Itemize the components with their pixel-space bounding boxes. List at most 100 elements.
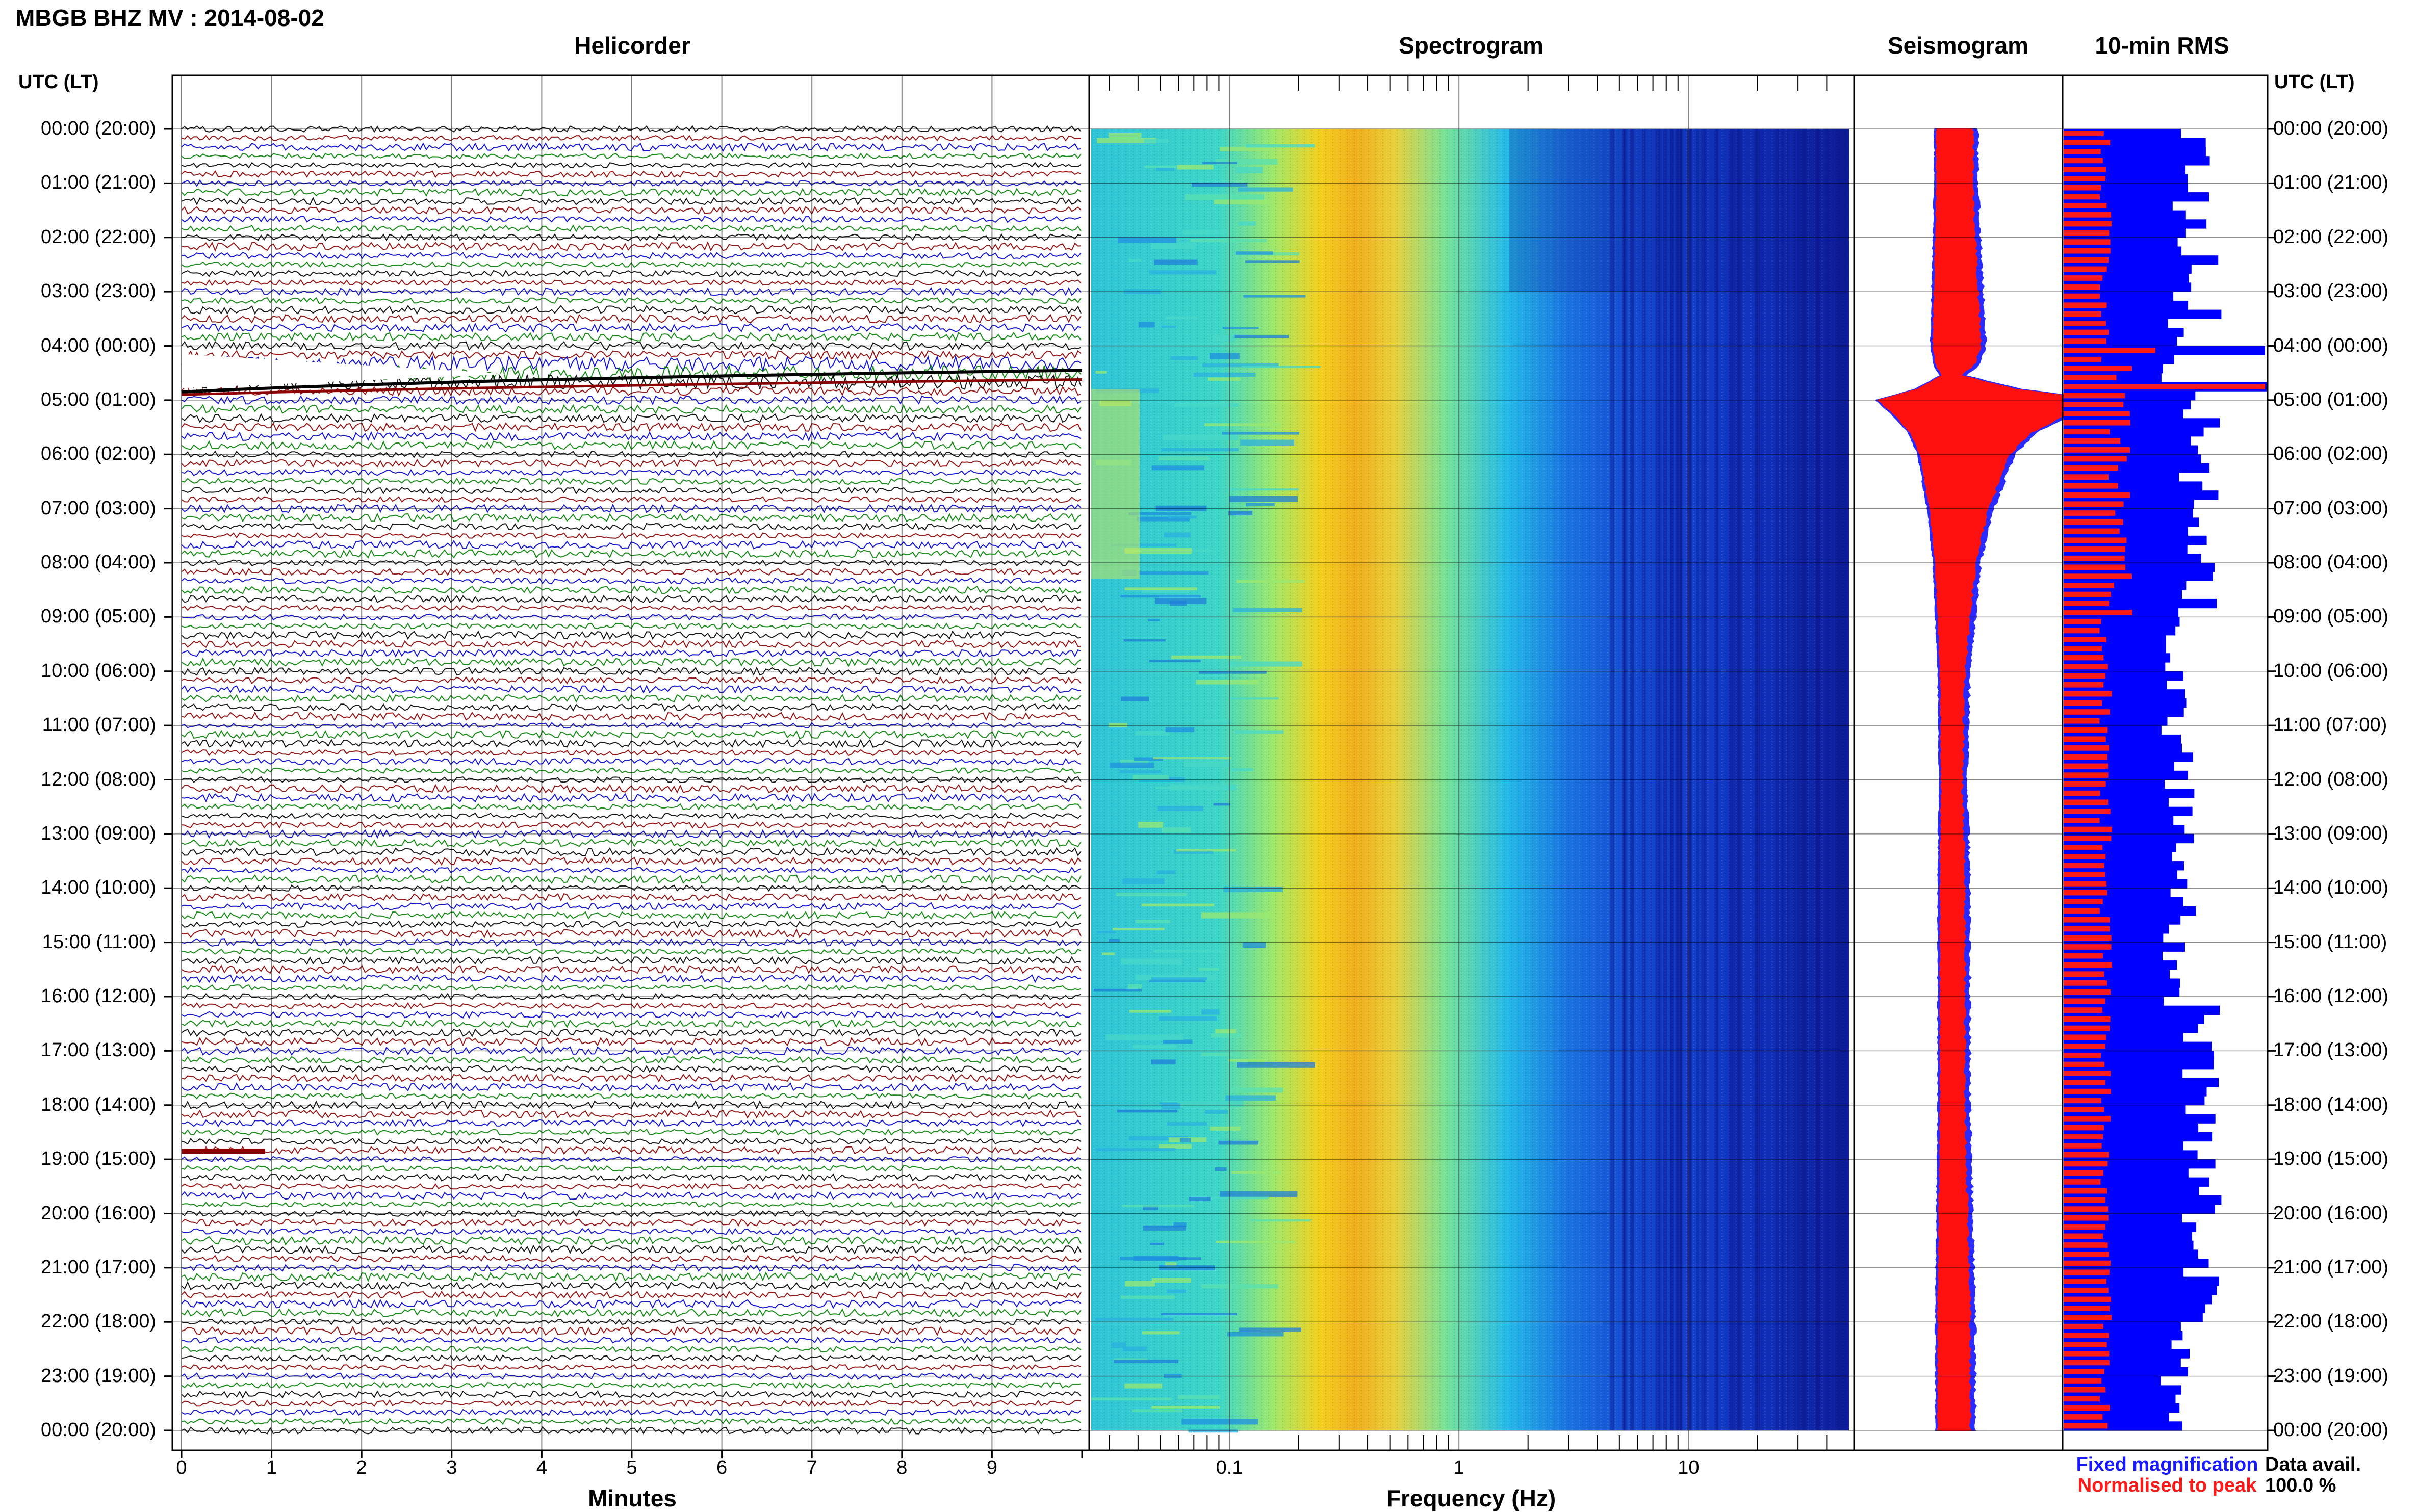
spectrogram-streak (1776, 129, 1779, 1430)
left-time-tick-label: 02:00 (22:00) (40, 226, 156, 248)
spectrogram-cell (1153, 757, 1231, 760)
rms-normalised-bar (2064, 1088, 2111, 1094)
right-time-tick-label: 21:00 (17:00) (2273, 1256, 2389, 1278)
rms-normalised-bar (2064, 1242, 2108, 1248)
rms-normalised-bar (2064, 1044, 2105, 1049)
spectrogram-cell (1250, 1219, 1311, 1222)
rms-normalised-bar (2064, 257, 2109, 263)
rms-normalised-bar (2064, 809, 2111, 814)
spectrogram-cell (1227, 661, 1302, 667)
spectrogram-streak (1815, 129, 1819, 1430)
rms-normalised-bar (2064, 1134, 2103, 1140)
rms-normalised-bar (2064, 402, 2124, 407)
spectrogram-cell (1235, 730, 1284, 734)
rms-normalised-bar (2064, 1052, 2101, 1058)
spectrogram-cell (1225, 1095, 1276, 1101)
rms-normalised-bar (2064, 1125, 2104, 1131)
spectrogram-cell (1148, 619, 1160, 621)
right-time-tick-label: 01:00 (21:00) (2273, 172, 2389, 194)
left-time-tick-label: 00:00 (20:00) (40, 1419, 156, 1441)
spectrogram-cell (1215, 159, 1278, 165)
rms-fixed-bar (2064, 1005, 2220, 1015)
rms-normalised-bar (2064, 926, 2110, 932)
spectrogram-cell (1169, 1257, 1201, 1260)
rms-normalised-bar (2064, 1287, 2109, 1293)
rms-normalised-bar (2064, 483, 2118, 489)
left-time-tick-label: 06:00 (02:00) (40, 443, 156, 465)
spectrogram-x-tick-label: 0.1 (1216, 1457, 1243, 1478)
spectrogram-cell (1129, 1010, 1171, 1013)
spectrogram-streak (1687, 129, 1692, 1430)
rms-normalised-bar (2064, 1360, 2110, 1366)
rms-normalised-bar (2064, 375, 2117, 380)
left-time-tick-label: 19:00 (15:00) (40, 1148, 156, 1170)
spectrogram-cell (1238, 221, 1256, 226)
spectrogram-cell (1118, 237, 1176, 243)
spectrogram-cell (1222, 432, 1299, 435)
right-time-tick-label: 14:00 (10:00) (2273, 877, 2389, 899)
spectrogram-cell (1201, 912, 1272, 919)
spectrogram-cell (1233, 334, 1289, 338)
spectrogram-cell (1097, 931, 1116, 934)
rms-normalised-bar (2064, 944, 2112, 950)
spectrogram-cell (1180, 1138, 1191, 1142)
spectrogram-cell (1211, 1033, 1242, 1038)
spectrogram-cell (1228, 1059, 1268, 1062)
rms-normalised-bar (2064, 610, 2132, 615)
left-time-tick-label: 18:00 (14:00) (40, 1093, 156, 1115)
rms-normalised-bar (2064, 501, 2124, 507)
spectrogram-cell (1170, 356, 1198, 360)
spectrogram-cell (1198, 968, 1220, 971)
spectrogram-cell (1216, 1240, 1296, 1243)
spectrogram-streak (1840, 129, 1843, 1430)
rms-normalised-bar (2064, 637, 2106, 642)
spectrogram-streak (1835, 129, 1840, 1430)
rms-normalised-bar (2064, 872, 2105, 877)
spectrogram-streak (1676, 129, 1678, 1430)
left-time-tick-label: 07:00 (03:00) (40, 497, 156, 519)
spectrogram-cell (1124, 1383, 1163, 1389)
rms-normalised-bar (2064, 1378, 2102, 1384)
rms-normalised-bar (2064, 818, 2100, 823)
left-time-tick-label: 01:00 (21:00) (40, 172, 156, 194)
rms-normalised-bar (2064, 221, 2112, 227)
spectrogram-cell (1220, 146, 1270, 151)
rms-normalised-bar (2064, 691, 2112, 697)
rms-normalised-bar (2064, 194, 2100, 200)
right-time-tick-label: 20:00 (16:00) (2273, 1202, 2389, 1224)
spectrogram-cell (1128, 984, 1142, 990)
spectrogram-streak (1728, 129, 1731, 1430)
spectrogram-cell (1199, 671, 1267, 674)
spectrogram-cell (1156, 168, 1175, 171)
rms-normalised-bar (2064, 1269, 2110, 1275)
spectrogram-cell (1196, 680, 1259, 685)
spectrogram-streak (1642, 129, 1645, 1430)
spectrogram-cell (1190, 239, 1267, 242)
rms-normalised-bar (2064, 980, 2107, 986)
rms-normalised-bar (2064, 167, 2106, 173)
spectrogram-cell (1181, 1419, 1258, 1425)
spectrogram-cell (1228, 511, 1253, 516)
spectrogram-streak (1843, 129, 1846, 1430)
left-time-tick-label: 14:00 (10:00) (40, 877, 156, 899)
rms-normalised-bar (2064, 953, 2103, 959)
spectrogram-cell (1161, 448, 1239, 451)
spectrogram-streak (1622, 129, 1626, 1430)
spectrogram-streak (1755, 129, 1758, 1430)
rms-normalised-bar (2064, 935, 2112, 941)
rms-normalised-bar (2064, 998, 2105, 1004)
spectrogram-cell (1193, 373, 1256, 377)
rms-normalised-bar (2064, 1260, 2111, 1266)
rms-normalised-bar (2064, 1016, 2111, 1022)
rms-normalised-bar (2064, 763, 2109, 769)
spectrogram-cell (1237, 1062, 1315, 1068)
spectrogram-cell (1149, 270, 1217, 275)
spectrogram-cell (1111, 543, 1176, 547)
rms-normalised-bar (2064, 1233, 2103, 1239)
spectrogram-cell (1201, 1284, 1278, 1289)
spectrogram-streak (1659, 129, 1662, 1430)
rms-normalised-bar (2064, 736, 2106, 742)
spectrogram-cell (1231, 1087, 1283, 1093)
right-time-tick-label: 07:00 (03:00) (2273, 497, 2389, 519)
right-time-tick-label: 19:00 (15:00) (2273, 1148, 2389, 1170)
